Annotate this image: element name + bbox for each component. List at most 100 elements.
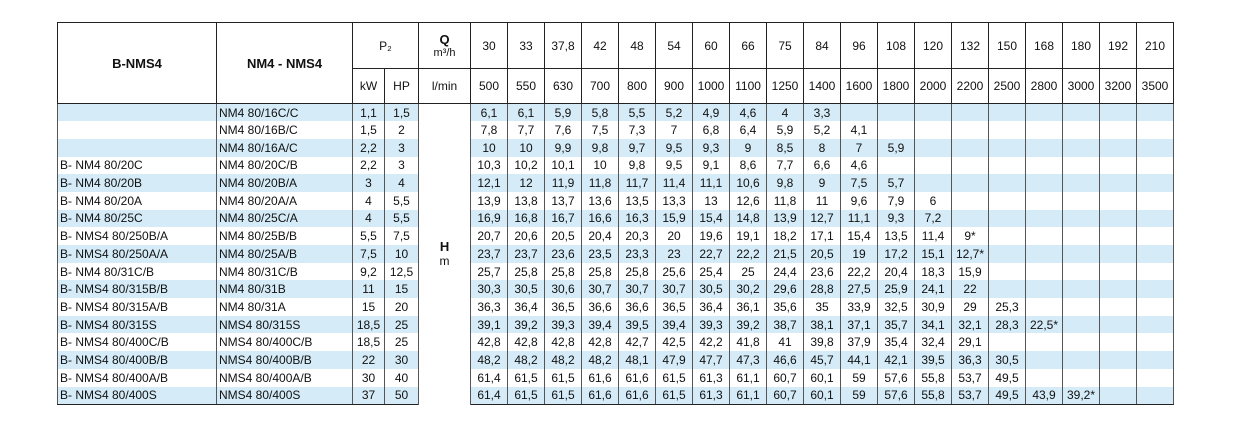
- model-nm: NM4 80/31B: [216, 280, 353, 299]
- head-value: 4,6: [729, 103, 768, 122]
- head-value: 34,1: [914, 315, 953, 334]
- head-value: [1099, 191, 1138, 210]
- model-nm: NM4 80/25B/B: [216, 227, 353, 245]
- head-value: 49,5: [988, 368, 1027, 387]
- head-value: 61,5: [507, 386, 546, 405]
- head-value: 5,2: [803, 121, 842, 139]
- head-value: 57,6: [877, 386, 916, 405]
- head-value: 11,9: [544, 174, 583, 192]
- head-value: 9*: [951, 227, 990, 245]
- head-value: 12,6: [729, 191, 768, 210]
- head-value: 16,3: [618, 209, 657, 228]
- head-value: 38,7: [766, 315, 805, 334]
- flow-lmin: 3500: [1136, 68, 1175, 104]
- head-value: 7,7: [766, 156, 805, 175]
- head-value: [1062, 209, 1101, 228]
- head-value: [951, 174, 990, 192]
- power-hp: 3: [383, 156, 420, 175]
- head-value: [1025, 280, 1064, 299]
- power-hp: 25: [383, 333, 420, 352]
- head-value: 23,3: [618, 245, 657, 263]
- head-value: 23,5: [581, 245, 620, 263]
- flow-m3h: 132: [951, 22, 990, 69]
- head-value: 42,8: [470, 333, 509, 352]
- head-value: [1099, 368, 1138, 387]
- head-value: 15,9: [951, 262, 990, 281]
- head-value: [1025, 103, 1064, 122]
- flow-m3h: 60: [692, 22, 731, 69]
- power-hp: 5,5: [383, 209, 420, 228]
- table-row: B- NMS4 80/315A/B NM4 80/31A 15 20 36,3 36,4 3…: [57, 298, 1175, 316]
- model-nm: NMS4 80/400B/B: [216, 351, 353, 369]
- head-value: 60,7: [766, 368, 805, 387]
- head-value: [1062, 191, 1101, 210]
- head-value: 4,9: [692, 103, 731, 122]
- head-value: 5,9: [766, 121, 805, 139]
- head-value: 22,5*: [1025, 315, 1064, 334]
- table-row: B- NM4 80/25C NM4 80/25C/A 4 5,5 16,9 16,8 16,…: [57, 209, 1175, 228]
- head-value: [1062, 245, 1101, 263]
- flow-lmin: 2000: [914, 68, 953, 104]
- head-value: 15,9: [655, 209, 694, 228]
- flow-m3h: 96: [840, 22, 879, 69]
- head-value: 23,7: [470, 245, 509, 263]
- head-value: 35,6: [766, 298, 805, 316]
- head-value: 7,5: [840, 174, 879, 192]
- head-value: 47,7: [692, 351, 731, 369]
- head-value: 13,8: [507, 191, 546, 210]
- model-b: B- NMS4 80/315S: [57, 315, 217, 334]
- head-value: [914, 156, 953, 175]
- head-value: 59: [840, 386, 879, 405]
- head-value: 30,5: [692, 280, 731, 299]
- model-nm: NM4 80/31C/B: [216, 262, 353, 281]
- head-value: 39,5: [914, 351, 953, 369]
- head-value: [951, 191, 990, 210]
- head-value: 12,7*: [951, 245, 990, 263]
- head-value: 36,1: [729, 298, 768, 316]
- head-value: 48,1: [618, 351, 657, 369]
- power-kw: 18,5: [352, 315, 385, 334]
- power-kw: 37: [352, 386, 385, 405]
- flow-lmin: 1000: [692, 68, 731, 104]
- head-value: 7: [840, 138, 879, 157]
- head-value: [1136, 262, 1175, 281]
- table-row: B- NMS4 80/315S NMS4 80/315S 18,5 25 39,1 39,…: [57, 315, 1175, 334]
- power-kw: 5,5: [352, 227, 385, 245]
- flow-m3h: 180: [1062, 22, 1101, 69]
- head-value: 13,6: [581, 191, 620, 210]
- model-b: B- NM4 80/20A: [57, 191, 217, 210]
- head-value: 12: [507, 174, 546, 192]
- model-b: B- NMS4 80/315A/B: [57, 298, 217, 316]
- head-value: 61,3: [692, 368, 731, 387]
- flow-m3h: 84: [803, 22, 842, 69]
- head-value: 20,5: [544, 227, 583, 245]
- table-row: B- NMS4 80/250B/A NM4 80/25B/B 5,5 7,5 20,7 2…: [57, 227, 1175, 245]
- head-value: 9,3: [692, 138, 731, 157]
- head-value: 61,5: [507, 368, 546, 387]
- head-value: 7,7: [507, 121, 546, 139]
- flow-lmin: 700: [581, 68, 620, 104]
- head-value: 9,5: [655, 156, 694, 175]
- head-value: 60,1: [803, 386, 842, 405]
- head-value: 30,7: [581, 280, 620, 299]
- head-value: 30,7: [655, 280, 694, 299]
- head-value: 20,4: [877, 262, 916, 281]
- head-value: 42,8: [544, 333, 583, 352]
- head-value: 11,8: [581, 174, 620, 192]
- head-value: 20,3: [618, 227, 657, 245]
- head-value: 36,5: [655, 298, 694, 316]
- head-value: [1099, 262, 1138, 281]
- power-hp: 10: [383, 245, 420, 263]
- head-value: 32,5: [877, 298, 916, 316]
- power-kw: 2,2: [352, 156, 385, 175]
- head-value: 11,8: [766, 191, 805, 210]
- head-value: 47,9: [655, 351, 694, 369]
- head-value: 39,5: [618, 315, 657, 334]
- head-value: 35: [803, 298, 842, 316]
- head-value: 57,6: [877, 368, 916, 387]
- head-value: [1136, 121, 1175, 139]
- power-hp: 12,5: [383, 262, 420, 281]
- head-value: 6,8: [692, 121, 731, 139]
- head-value: [988, 245, 1027, 263]
- head-value: 25,8: [618, 262, 657, 281]
